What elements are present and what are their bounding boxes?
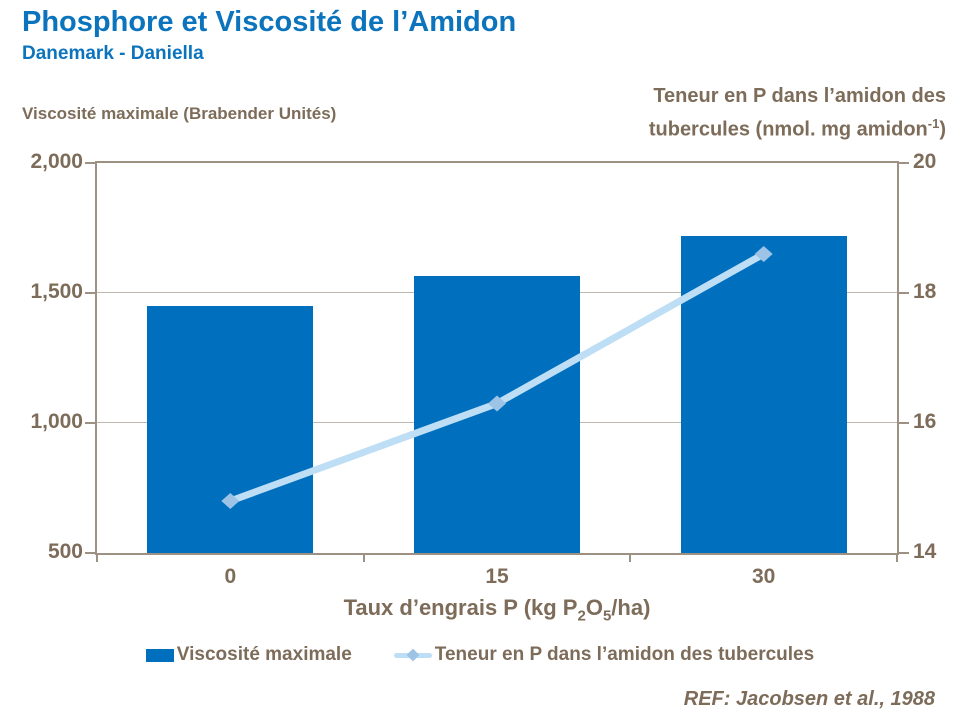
diamond-marker-icon	[406, 648, 420, 662]
x-axis-tick-label: 15	[485, 565, 509, 588]
line-marker-15	[488, 395, 506, 412]
left-axis-title: Viscosité maximale (Brabender Unités)	[22, 104, 337, 123]
page-title: Phosphore et Viscosité de l’Amidon	[22, 6, 517, 38]
right-axis-title-superscript: -1	[927, 116, 940, 131]
x-axis-tick-label: 0	[224, 565, 237, 588]
y-axis-right-tick-label: 16	[913, 410, 937, 433]
y-axis-right-tick-label: 18	[913, 280, 937, 303]
line-marker-30	[754, 246, 773, 262]
line-marker-0	[221, 493, 240, 509]
right-axis-title-line2-close: )	[939, 118, 946, 141]
x-axis-title: Taux d’engrais P (kg P2O5/ha)	[95, 595, 899, 624]
y-axis-left-tick-label: 1,500	[30, 280, 83, 303]
bar-0	[147, 306, 313, 553]
chart-legend: Viscosité maximale Teneur en P dans l’am…	[0, 644, 960, 666]
plot-area	[95, 161, 899, 555]
left-axis-tick	[85, 292, 95, 294]
legend-item-viscosite: Viscosité maximale	[145, 644, 352, 666]
bar-15	[414, 276, 580, 553]
x-axis-title-close: /ha)	[611, 595, 651, 620]
x-axis-title-sub2: 2	[577, 607, 586, 625]
y-axis-left-tick-label: 1,000	[30, 410, 83, 433]
left-axis-tick	[85, 162, 95, 164]
y-axis-left-tick-label: 500	[47, 540, 83, 563]
line-series	[221, 246, 773, 509]
right-axis-tick	[899, 552, 909, 554]
x-axis-tick-label: 30	[751, 565, 776, 588]
x-axis-tick	[896, 555, 898, 562]
legend-item-teneur: Teneur en P dans l’amidon des tubercules	[393, 644, 815, 666]
y-axis-right-tick-label: 14	[913, 540, 937, 563]
y-axis-right-tick-label: 20	[913, 150, 937, 173]
right-axis-title: Teneur en P dans l’amidon des tubercules…	[649, 82, 946, 144]
y-axis-left-tick-label: 2,000	[30, 150, 83, 173]
line-series-swatch-icon	[393, 648, 432, 662]
bar-series-swatch-icon	[145, 648, 174, 662]
x-axis-title-sub5: 5	[602, 607, 612, 625]
reference-text: REF: Jacobsen et al., 1988	[683, 688, 935, 710]
right-axis-title-line2: tubercules (nmol. mg amidon	[648, 118, 928, 141]
right-axis-tick	[899, 292, 909, 294]
x-axis-tick	[96, 555, 98, 562]
x-axis-title-text: Taux d’engrais P (kg P	[343, 595, 578, 620]
left-axis-tick	[85, 422, 95, 424]
right-axis-title-line1: Teneur en P dans l’amidon des	[653, 85, 946, 107]
legend-label: Teneur en P dans l’amidon des tubercules	[434, 644, 815, 665]
x-axis-tick	[629, 555, 632, 562]
right-axis-tick	[899, 162, 909, 164]
page-subtitle: Danemark - Daniella	[22, 43, 204, 64]
line-path	[229, 250, 766, 505]
right-axis-tick	[899, 422, 909, 424]
left-axis-tick	[85, 552, 95, 554]
x-axis-title-o: O	[585, 595, 603, 620]
x-axis-tick	[362, 555, 365, 562]
legend-label: Viscosité maximale	[176, 644, 352, 665]
